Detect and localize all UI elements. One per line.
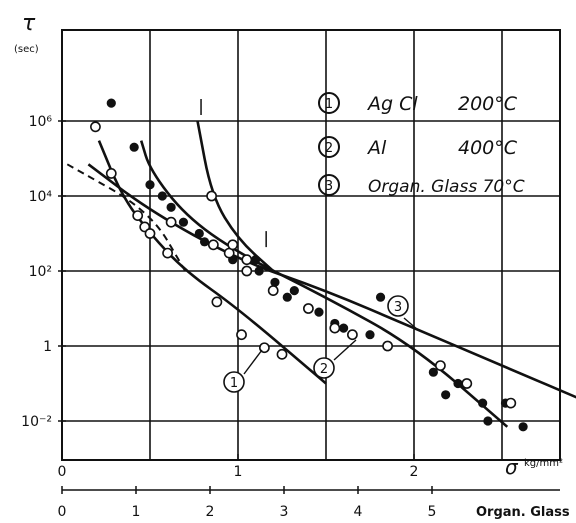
data-point-open: [329, 322, 341, 334]
data-point-filled: [314, 307, 324, 317]
x-tick-label: 0: [58, 464, 67, 480]
data-point-open: [90, 121, 101, 133]
legend-marker-2: [318, 136, 340, 158]
y-axis-unit: (sec): [14, 44, 39, 55]
curve-dashed: [66, 163, 187, 272]
data-point-open: [165, 216, 177, 228]
grid: [61, 29, 561, 461]
legend-marker-3: [318, 174, 340, 196]
data-point-open: [505, 397, 517, 409]
data-point-filled: [282, 292, 292, 302]
x-lower-tick-label: 3: [280, 504, 289, 520]
data-point-open: [144, 228, 156, 239]
curve-label-leader: [333, 339, 357, 361]
data-point-filled: [428, 367, 438, 377]
data-point-open: [211, 296, 223, 308]
legend-item-3: 3 Organ. Glass 70°C: [318, 174, 525, 197]
data-point-open: [132, 210, 144, 222]
curve-label-circle: [223, 371, 245, 393]
data-point-filled: [166, 202, 176, 212]
data-point-open: [434, 360, 446, 372]
data-point-open: [241, 254, 253, 266]
legend-material-2: Al: [366, 137, 387, 159]
x-tick-label: 1: [234, 464, 243, 480]
y-axis-label: τ: [22, 11, 36, 36]
legend-temp-2: 400°C: [458, 137, 518, 159]
data-point-open: [206, 190, 217, 202]
data-point-filled: [365, 330, 375, 340]
curve-label-circle: [387, 295, 409, 317]
data-point-open: [276, 348, 288, 360]
y-tick-label: 10⁴: [29, 189, 53, 205]
legend-temp-1: 200°C: [458, 93, 518, 115]
curve-label-leader: [403, 317, 419, 331]
curve-series-1: [97, 140, 327, 385]
legend-number-2: 2: [325, 141, 333, 156]
data-point-filled: [483, 416, 493, 426]
data-point-open: [346, 329, 358, 341]
y-tick-label: 1: [43, 339, 52, 355]
data-point-open: [162, 247, 173, 259]
data-point-filled: [129, 142, 139, 152]
data-point-filled: [478, 398, 488, 408]
data-point-open: [105, 168, 117, 179]
data-point-filled: [254, 266, 264, 276]
x-lower-tick-label: 0: [58, 504, 67, 520]
y-tick-label: 10²: [29, 264, 52, 280]
x-lower-tick-label: 5: [428, 504, 437, 520]
data-point-open: [241, 265, 253, 277]
legend-number-1: 1: [325, 97, 333, 112]
data-point-filled: [453, 378, 463, 389]
data-point-filled: [106, 98, 116, 108]
data-point-filled: [157, 191, 167, 201]
data-point-filled: [270, 277, 280, 287]
points: [90, 98, 528, 432]
data-point-open: [461, 378, 473, 389]
curve-label-leader: [243, 349, 263, 375]
data-point-filled: [145, 180, 155, 190]
data-point-open: [267, 285, 279, 297]
legend-item-1: 1 Ag Cl 200°C: [318, 92, 518, 115]
x-lower-tick-label: 4: [354, 504, 363, 520]
legend-material-1: Ag Cl: [366, 93, 418, 115]
data-point-filled: [178, 217, 189, 227]
data-point-filled: [441, 390, 451, 400]
curve-label-circle: [313, 357, 335, 379]
curve-label-number: 1: [230, 376, 238, 391]
data-point-open: [227, 239, 239, 251]
data-point-filled: [375, 292, 386, 302]
data-point-filled: [251, 255, 261, 265]
legend: 1 Ag Cl 200°C 2 Al 400°C 3 Organ. Glass …: [318, 92, 525, 197]
curve-label-number: 3: [394, 300, 402, 315]
y-tick-label: 10⁻²: [21, 414, 52, 430]
legend-marker-1: [318, 92, 340, 114]
x-lower-tick-label: 1: [132, 504, 141, 520]
curve-label-number: 2: [320, 362, 328, 377]
curve-labels: 1 2 3: [223, 295, 419, 393]
data-point-open: [207, 239, 219, 251]
data-point-filled: [194, 228, 204, 239]
data-point-filled: [289, 286, 299, 296]
legend-material-3: Organ. Glass 70°C: [368, 177, 525, 197]
plot-frame: [61, 29, 561, 461]
data-point-open: [302, 303, 314, 314]
data-point-filled: [199, 237, 210, 247]
data-point-open: [382, 340, 393, 352]
legend-number-3: 3: [325, 179, 333, 194]
curve-series-3: [87, 163, 576, 399]
data-point-filled: [339, 323, 349, 333]
axes: 10⁶ 10⁴ 10² 1 10⁻² 0 1 2 0 1 2 3 4 5: [21, 114, 560, 520]
y-tick-label: 10⁶: [29, 114, 53, 130]
x-lower-tick-label: 2: [206, 504, 215, 520]
data-point-open: [236, 329, 247, 341]
x-axis-label: σ: [505, 455, 519, 479]
x-axis-lower-label: Organ. Glass: [476, 505, 570, 520]
data-point-open: [258, 342, 270, 354]
x-axis-unit: kg/mm²: [524, 458, 563, 469]
data-point-filled: [518, 422, 528, 432]
legend-item-2: 2 Al 400°C: [318, 136, 518, 159]
x-tick-label: 2: [410, 464, 419, 480]
